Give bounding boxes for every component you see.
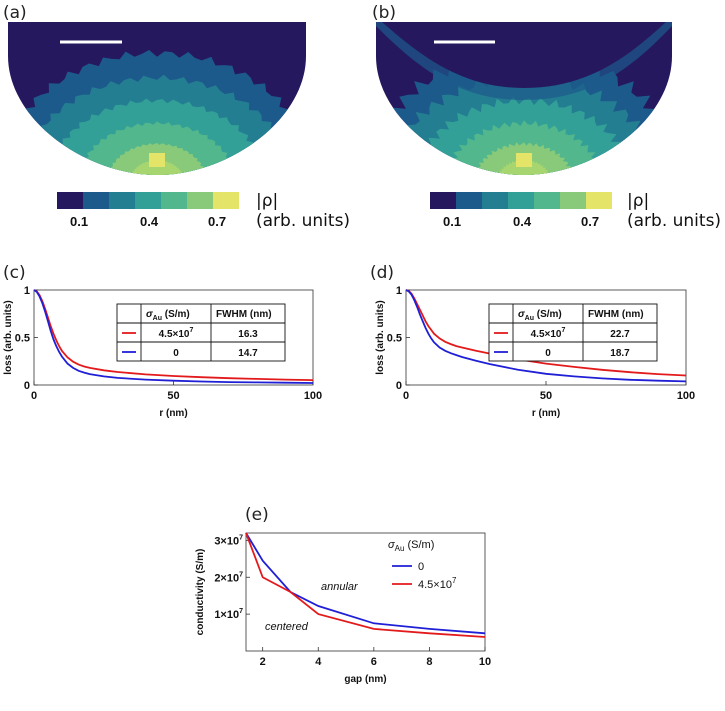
panel-label-c: (c) [3, 263, 26, 283]
x-tick-e-3: 8 [426, 656, 432, 668]
series-line-e-1 [245, 532, 486, 638]
colorbar-b-swatch-5 [560, 192, 586, 209]
table-sigma-d-0: 4.5×107 [531, 327, 566, 340]
colorbar-b-swatch-6 [586, 192, 612, 209]
x-tick-c-1: 50 [167, 390, 179, 402]
table-header-sigma-c: σAu (S/m) [146, 309, 190, 322]
y-tick-e-2: 3×107 [214, 534, 243, 547]
y-tick-e-1: 2×107 [214, 571, 243, 584]
colorbar-b-swatch-1 [456, 192, 482, 209]
panel-label-b: (b) [372, 3, 396, 23]
x-tick-c-2: 100 [304, 390, 322, 402]
x-tick-e-1: 4 [315, 656, 322, 668]
y-tick-e-0: 1×107 [214, 608, 243, 621]
colorbar-symbol-a: |ρ| [256, 191, 278, 211]
y-tick-c-0: 0 [24, 380, 30, 392]
legend-label-e-0: 0 [418, 561, 424, 573]
y-axis-label-e: conductivity (S/m) [195, 549, 206, 636]
table-header-sigma-d: σAu (S/m) [518, 309, 562, 322]
series-line-e-0 [245, 532, 486, 635]
colorbar-units-a: (arb. units) [256, 211, 350, 231]
y-tick-c-2: 1 [24, 285, 30, 297]
contour-b-top-core [382, 22, 666, 88]
contour-b-level-6 [496, 159, 553, 175]
annotation-centered: centered [265, 621, 309, 633]
y-tick-d-1: 0.5 [387, 333, 402, 345]
contour-map-b [376, 22, 672, 175]
legend-label-e-1: 4.5×107 [418, 576, 457, 591]
table-sigma-d-1: 0 [545, 348, 551, 359]
colorbar-tick-b-1: 0.1 [443, 214, 461, 229]
series-line-d-0 [405, 289, 687, 377]
panel-label-a: (a) [3, 3, 27, 23]
contour-map-a [8, 22, 306, 175]
colorbar-b-swatch-3 [508, 192, 534, 209]
series-line-d-1 [405, 289, 687, 383]
contour-a-level-6 [129, 159, 185, 175]
legend-table-c [116, 303, 286, 362]
colorbar-tick-b-2: 0.4 [513, 214, 532, 229]
legend-table-d [488, 303, 658, 362]
colorbar-a-swatch-6 [213, 192, 239, 209]
conductivity-chart-e: 2 4 6 8 10 1×107 2×107 3×107 gap (nm) conductivit… [195, 532, 491, 685]
colorbar-a-swatch-5 [187, 192, 213, 209]
x-axis-label-c: r (nm) [159, 408, 187, 419]
y-tick-d-0: 0 [396, 380, 402, 392]
legend-title-e: σAu (S/m) [388, 539, 434, 553]
colorbar-a [57, 192, 239, 209]
y-axis-label-c: loss (arb. units) [3, 300, 14, 374]
colorbar-b-swatch-0 [430, 192, 456, 209]
colorbar-a-swatch-4 [161, 192, 187, 209]
panel-label-d: (d) [370, 263, 394, 283]
x-tick-e-4: 10 [479, 656, 491, 668]
x-axis-label-e: gap (nm) [344, 674, 386, 685]
x-axis-label-d: r (nm) [532, 408, 560, 419]
y-tick-c-1: 0.5 [15, 333, 30, 345]
colorbar-tick-b-3: 0.7 [581, 214, 599, 229]
colorbar-b-swatch-4 [534, 192, 560, 209]
colorbar-a-swatch-1 [83, 192, 109, 209]
table-header-fwhm-d: FWHM (nm) [588, 309, 644, 320]
colorbar-a-swatch-3 [135, 192, 161, 209]
colorbar-b-swatch-2 [482, 192, 508, 209]
colorbar-units-b: (arb. units) [627, 211, 721, 231]
table-fwhm-c-1: 14.7 [238, 348, 258, 359]
colorbar-symbol-b: |ρ| [627, 191, 649, 211]
x-tick-e-2: 6 [371, 656, 377, 668]
x-tick-d-1: 50 [540, 390, 552, 402]
series-line-c-1 [33, 289, 314, 384]
table-fwhm-d-1: 18.7 [610, 348, 630, 359]
x-tick-d-0: 0 [403, 390, 409, 402]
colorbar-tick-a-2: 0.4 [140, 214, 159, 229]
table-sigma-c-1: 0 [173, 348, 179, 359]
colorbar-b [430, 192, 612, 209]
annotation-annular: annular [321, 581, 359, 593]
table-sigma-c-0: 4.5×107 [159, 327, 194, 340]
colorbar-a-swatch-0 [57, 192, 83, 209]
x-tick-d-2: 100 [677, 390, 695, 402]
table-header-fwhm-c: FWHM (nm) [216, 309, 272, 320]
panel-label-e: (e) [245, 505, 269, 525]
colorbar-tick-a-1: 0.1 [70, 214, 88, 229]
table-fwhm-d-0: 22.7 [610, 329, 630, 340]
x-tick-c-0: 0 [31, 390, 37, 402]
loss-chart-d: 0 50 100 0 0.5 1 r (nm) loss (arb. units) σAu (S… [375, 285, 695, 419]
contour-a-hotspot [149, 153, 165, 167]
colorbar-a-swatch-2 [109, 192, 135, 209]
contour-b-hotspot [516, 153, 532, 167]
colorbar-tick-a-3: 0.7 [208, 214, 226, 229]
x-tick-e-0: 2 [260, 656, 266, 668]
y-axis-label-d: loss (arb. units) [375, 300, 386, 374]
plot-frame-e [245, 532, 486, 652]
y-tick-d-2: 1 [396, 285, 402, 297]
table-fwhm-c-0: 16.3 [238, 329, 258, 340]
loss-chart-c: 0 50 100 0 0.5 1 r (nm) loss (arb. units) σAu (S… [3, 285, 322, 419]
